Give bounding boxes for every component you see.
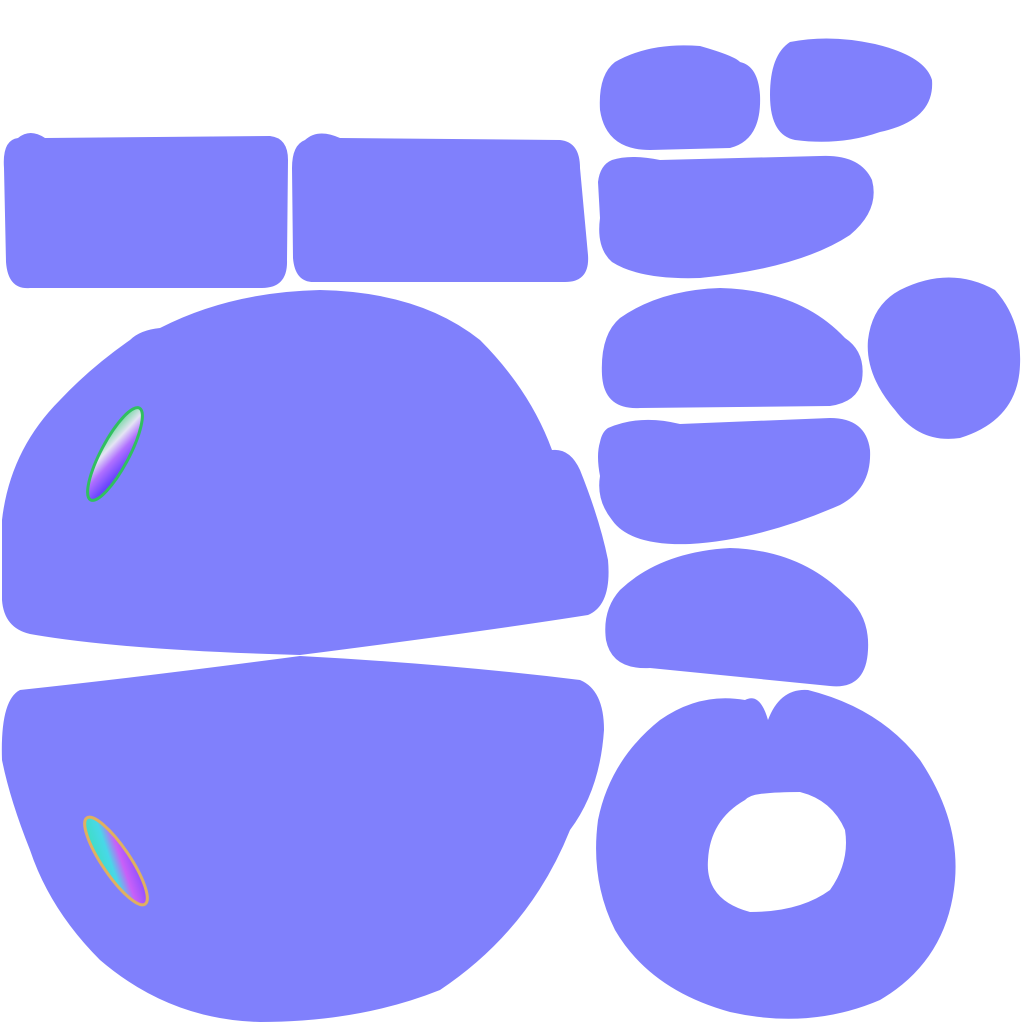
uv-island-band-c <box>605 548 869 687</box>
uv-island-lower-dome <box>1 656 605 1022</box>
normal-detail-patches <box>83 406 149 907</box>
uv-island-lens-a <box>601 288 863 409</box>
normal-detail-patch-lower <box>83 815 149 907</box>
uv-island-band-b <box>598 418 871 545</box>
uv-island-upper-dome <box>2 290 609 655</box>
uv-island-left-block <box>3 133 289 289</box>
normal-detail-patch-upper <box>86 406 144 502</box>
uv-island-top-blob-a <box>599 45 761 150</box>
uv-island-top-blob-b <box>770 38 933 142</box>
uv-island-curved-band-a <box>598 155 874 279</box>
uv-island-round-blob <box>867 277 1021 439</box>
uv-islands <box>1 38 1021 1022</box>
uv-island-ring <box>596 689 956 1019</box>
uv-island-middle-block <box>292 133 589 283</box>
